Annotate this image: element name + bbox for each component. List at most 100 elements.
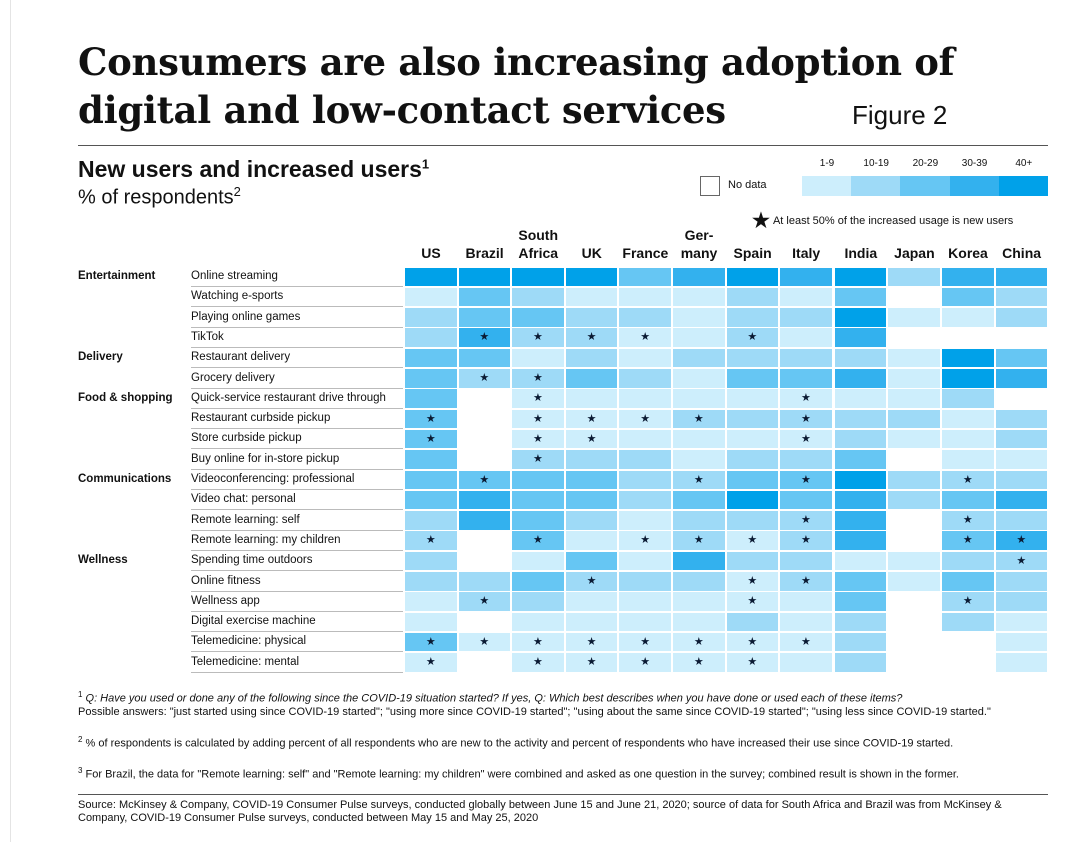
heatmap-cell [834,490,887,510]
star-icon: ★ [533,656,543,669]
heatmap-cell [673,308,725,327]
heatmap-cell [512,308,564,327]
star-icon: ★ [693,473,704,486]
heatmap-cell [834,592,887,611]
column-header-line [726,226,780,244]
row-label: Quick-service restaurant drive through [191,389,403,409]
heatmap-cell [995,409,1048,429]
heatmap-cell [565,369,618,388]
heatmap-cell [942,389,994,408]
heatmap-cell [942,572,994,591]
heatmap-cell [888,572,940,591]
heatmap-cell: ★ [726,592,779,611]
row-label: Watching e-sports [191,287,403,308]
heatmap-cell [942,267,994,286]
heatmap-cell [834,470,887,489]
heatmap-cell: ★ [780,632,832,652]
heatmap-cell [888,511,940,530]
heatmap-cell: ★ [458,592,511,611]
heatmap-cell: ★ [995,531,1048,550]
heatmap-cell: ★ [512,389,564,408]
heatmap-cell [942,429,994,449]
column-header-line: many [680,245,718,261]
heatmap-cell: ★ [673,632,725,652]
star-icon: ★ [801,514,811,527]
star-icon: ★ [962,473,973,486]
heatmap-cell [834,328,887,347]
heatmap-cell: ★ [565,409,618,429]
star-icon: ★ [747,575,758,587]
heatmap-cell [619,490,671,510]
row-category: Communications [78,473,172,485]
heatmap-cell [888,328,940,347]
heatmap-cell [834,612,887,632]
heatmap-cell [780,653,832,672]
heatmap-cell: ★ [619,632,671,652]
heatmap-cell [888,429,940,449]
heatmap-cell [834,429,887,449]
row-label: Store curbside pickup [191,429,403,450]
star-icon: ★ [801,392,811,405]
heatmap-cell: ★ [405,429,457,449]
column-header-line: Spain [733,245,772,261]
heatmap-cell [995,612,1048,632]
star-icon: ★ [747,534,758,547]
star-icon: ★ [801,635,811,648]
heatmap-cell [619,308,671,327]
heatmap-cell [995,429,1048,449]
heatmap-cell [888,612,940,632]
heatmap-cell [512,511,564,530]
heatmap-cell [673,612,725,632]
heatmap-cell: ★ [673,470,725,489]
heatmap-cell: ★ [780,470,832,489]
heatmap-cell [888,450,940,469]
heatmap-cell [673,511,725,530]
heatmap-cell [780,348,832,368]
heatmap-cell [942,287,994,307]
heatmap-cell [995,287,1048,307]
heatmap-cell [942,653,994,672]
heatmap-cell [405,287,457,307]
heatmap-cell [995,470,1048,489]
column-header-line [834,226,888,244]
heatmap-cell [726,409,779,429]
star-icon: ★ [479,595,490,608]
star-icon: ★ [962,514,973,527]
star-icon: ★ [533,635,543,648]
column-header-line [941,226,995,244]
heatmap-cell: ★ [512,632,564,652]
heatmap-cell [673,389,725,408]
heatmap-cell: ★ [405,531,457,550]
column-header-line [887,226,941,244]
heatmap-cell [405,348,457,368]
heatmap-cell: ★ [565,572,618,591]
heatmap-cell [619,287,671,307]
heatmap-cell [942,369,994,388]
heatmap-cell [458,429,511,449]
heatmap-cell [995,511,1048,530]
heatmap-cell [458,389,511,408]
heatmap-cell [726,267,779,286]
row-label: Remote learning: my children [191,531,403,551]
row-category: Food & shopping [78,391,173,404]
heatmap-cell [673,551,725,571]
star-icon: ★ [479,473,490,486]
heatmap-cell [726,511,779,530]
heatmap-cell [995,450,1048,469]
legend-label: 10-19 [863,158,889,169]
column-header: South Africa [511,226,565,262]
footnote-ref: 1 [421,156,430,172]
footnote-1: 1 Q: Have you used or done any of the fo… [78,688,1048,719]
heatmap-cell: ★ [512,429,564,449]
heatmap-cell [458,551,511,571]
no-data-label: No data [728,179,767,191]
star-icon: ★ [533,392,543,405]
heatmap-cell [458,653,511,672]
heatmap-cell [458,450,511,469]
heatmap-cell: ★ [942,511,994,530]
divider [78,794,1048,795]
star-icon: ★ [533,412,543,425]
heatmap-cell [512,348,564,368]
heatmap-cell [888,389,940,408]
page [10,0,1079,842]
